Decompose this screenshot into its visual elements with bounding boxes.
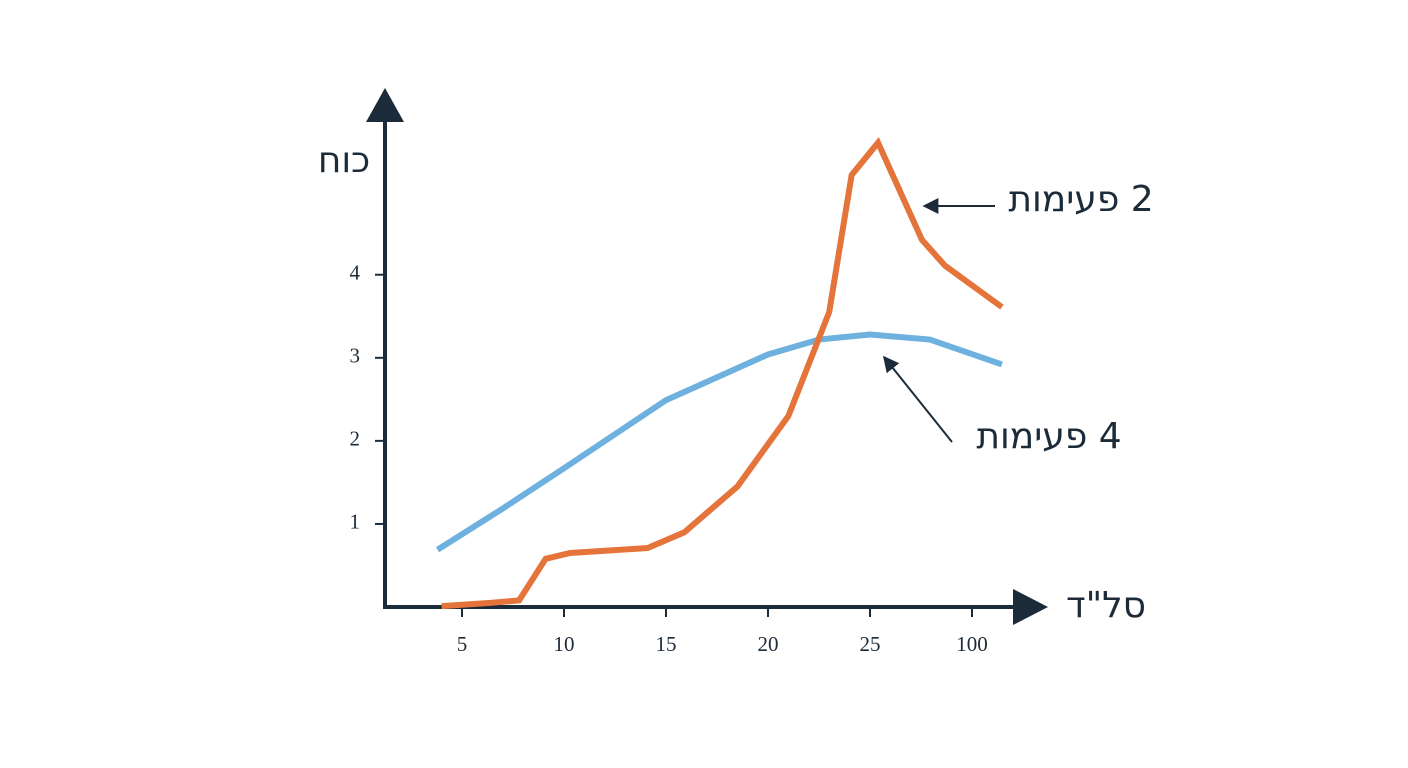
y-tick-label: 2	[350, 427, 361, 451]
series-label: 2 פעימות	[1008, 179, 1153, 220]
y-tick-label: 1	[350, 510, 361, 534]
y-axis-arrow	[366, 88, 404, 122]
x-tick-label: 100	[956, 632, 988, 656]
y-axis-label: כוח	[318, 140, 370, 181]
x-axis-arrow	[1013, 589, 1048, 625]
series-label: 4 פעימות	[976, 416, 1121, 457]
series-line	[435, 331, 1003, 553]
x-tick-label: 15	[656, 632, 677, 656]
x-tick-label: 25	[860, 632, 881, 656]
x-tick-label: 10	[554, 632, 575, 656]
x-tick-label: 5	[457, 632, 468, 656]
annotation-arrow	[883, 355, 953, 443]
y-tick-label: 4	[350, 261, 361, 285]
series-line	[441, 137, 1004, 610]
x-tick-label: 20	[758, 632, 779, 656]
x-axis-label: סל"ד	[1066, 585, 1146, 626]
y-tick-label: 3	[350, 344, 361, 368]
